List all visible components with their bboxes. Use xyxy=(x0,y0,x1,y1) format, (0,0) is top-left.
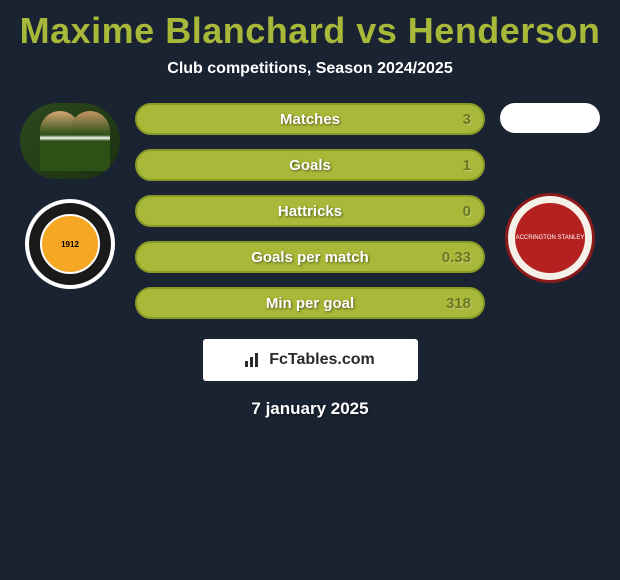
infographic-container: Maxime Blanchard vs Henderson Club compe… xyxy=(0,0,620,580)
right-column: ACCRINGTON STANLEY xyxy=(495,103,605,283)
badge-inner-icon: 1912 xyxy=(40,214,100,274)
brand-text: FcTables.com xyxy=(269,351,375,369)
subtitle: Club competitions, Season 2024/2025 xyxy=(0,60,620,78)
badge-year-left: 1912 xyxy=(61,240,79,249)
stat-label: Goals xyxy=(289,157,331,174)
club-badge-left: 1912 xyxy=(25,199,115,289)
left-column: 1912 xyxy=(15,103,125,289)
stat-value-right: 1 xyxy=(463,157,471,174)
stat-label: Goals per match xyxy=(251,249,369,266)
stat-value-right: 318 xyxy=(446,295,471,312)
stat-label: Min per goal xyxy=(266,295,354,312)
brand-banner: FcTables.com xyxy=(203,339,418,381)
main-row: 1912 - Matches 3 - Goals 1 - Hattricks 0… xyxy=(0,103,620,319)
badge-inner-icon: ACCRINGTON STANLEY xyxy=(515,203,585,273)
page-title: Maxime Blanchard vs Henderson xyxy=(0,10,620,52)
stat-value-right: 0 xyxy=(463,203,471,220)
stat-label: Hattricks xyxy=(278,203,342,220)
stat-bar: - Goals per match 0.33 xyxy=(135,241,485,273)
stat-label: Matches xyxy=(280,111,340,128)
stat-bar: - Min per goal 318 xyxy=(135,287,485,319)
stat-bar: - Goals 1 xyxy=(135,149,485,181)
player-silhouette-icon xyxy=(70,111,110,171)
stats-bars: - Matches 3 - Goals 1 - Hattricks 0 - Go… xyxy=(135,103,485,319)
stat-bar: - Hattricks 0 xyxy=(135,195,485,227)
club-badge-right: ACCRINGTON STANLEY xyxy=(505,193,595,283)
badge-text-right: ACCRINGTON STANLEY xyxy=(516,235,585,241)
stat-bar: - Matches 3 xyxy=(135,103,485,135)
player-avatar-left xyxy=(20,103,120,179)
chart-icon xyxy=(245,353,263,367)
player-avatar-right xyxy=(500,103,600,133)
date-text: 7 january 2025 xyxy=(0,399,620,419)
stat-value-right: 3 xyxy=(463,111,471,128)
stat-value-right: 0.33 xyxy=(442,249,471,266)
